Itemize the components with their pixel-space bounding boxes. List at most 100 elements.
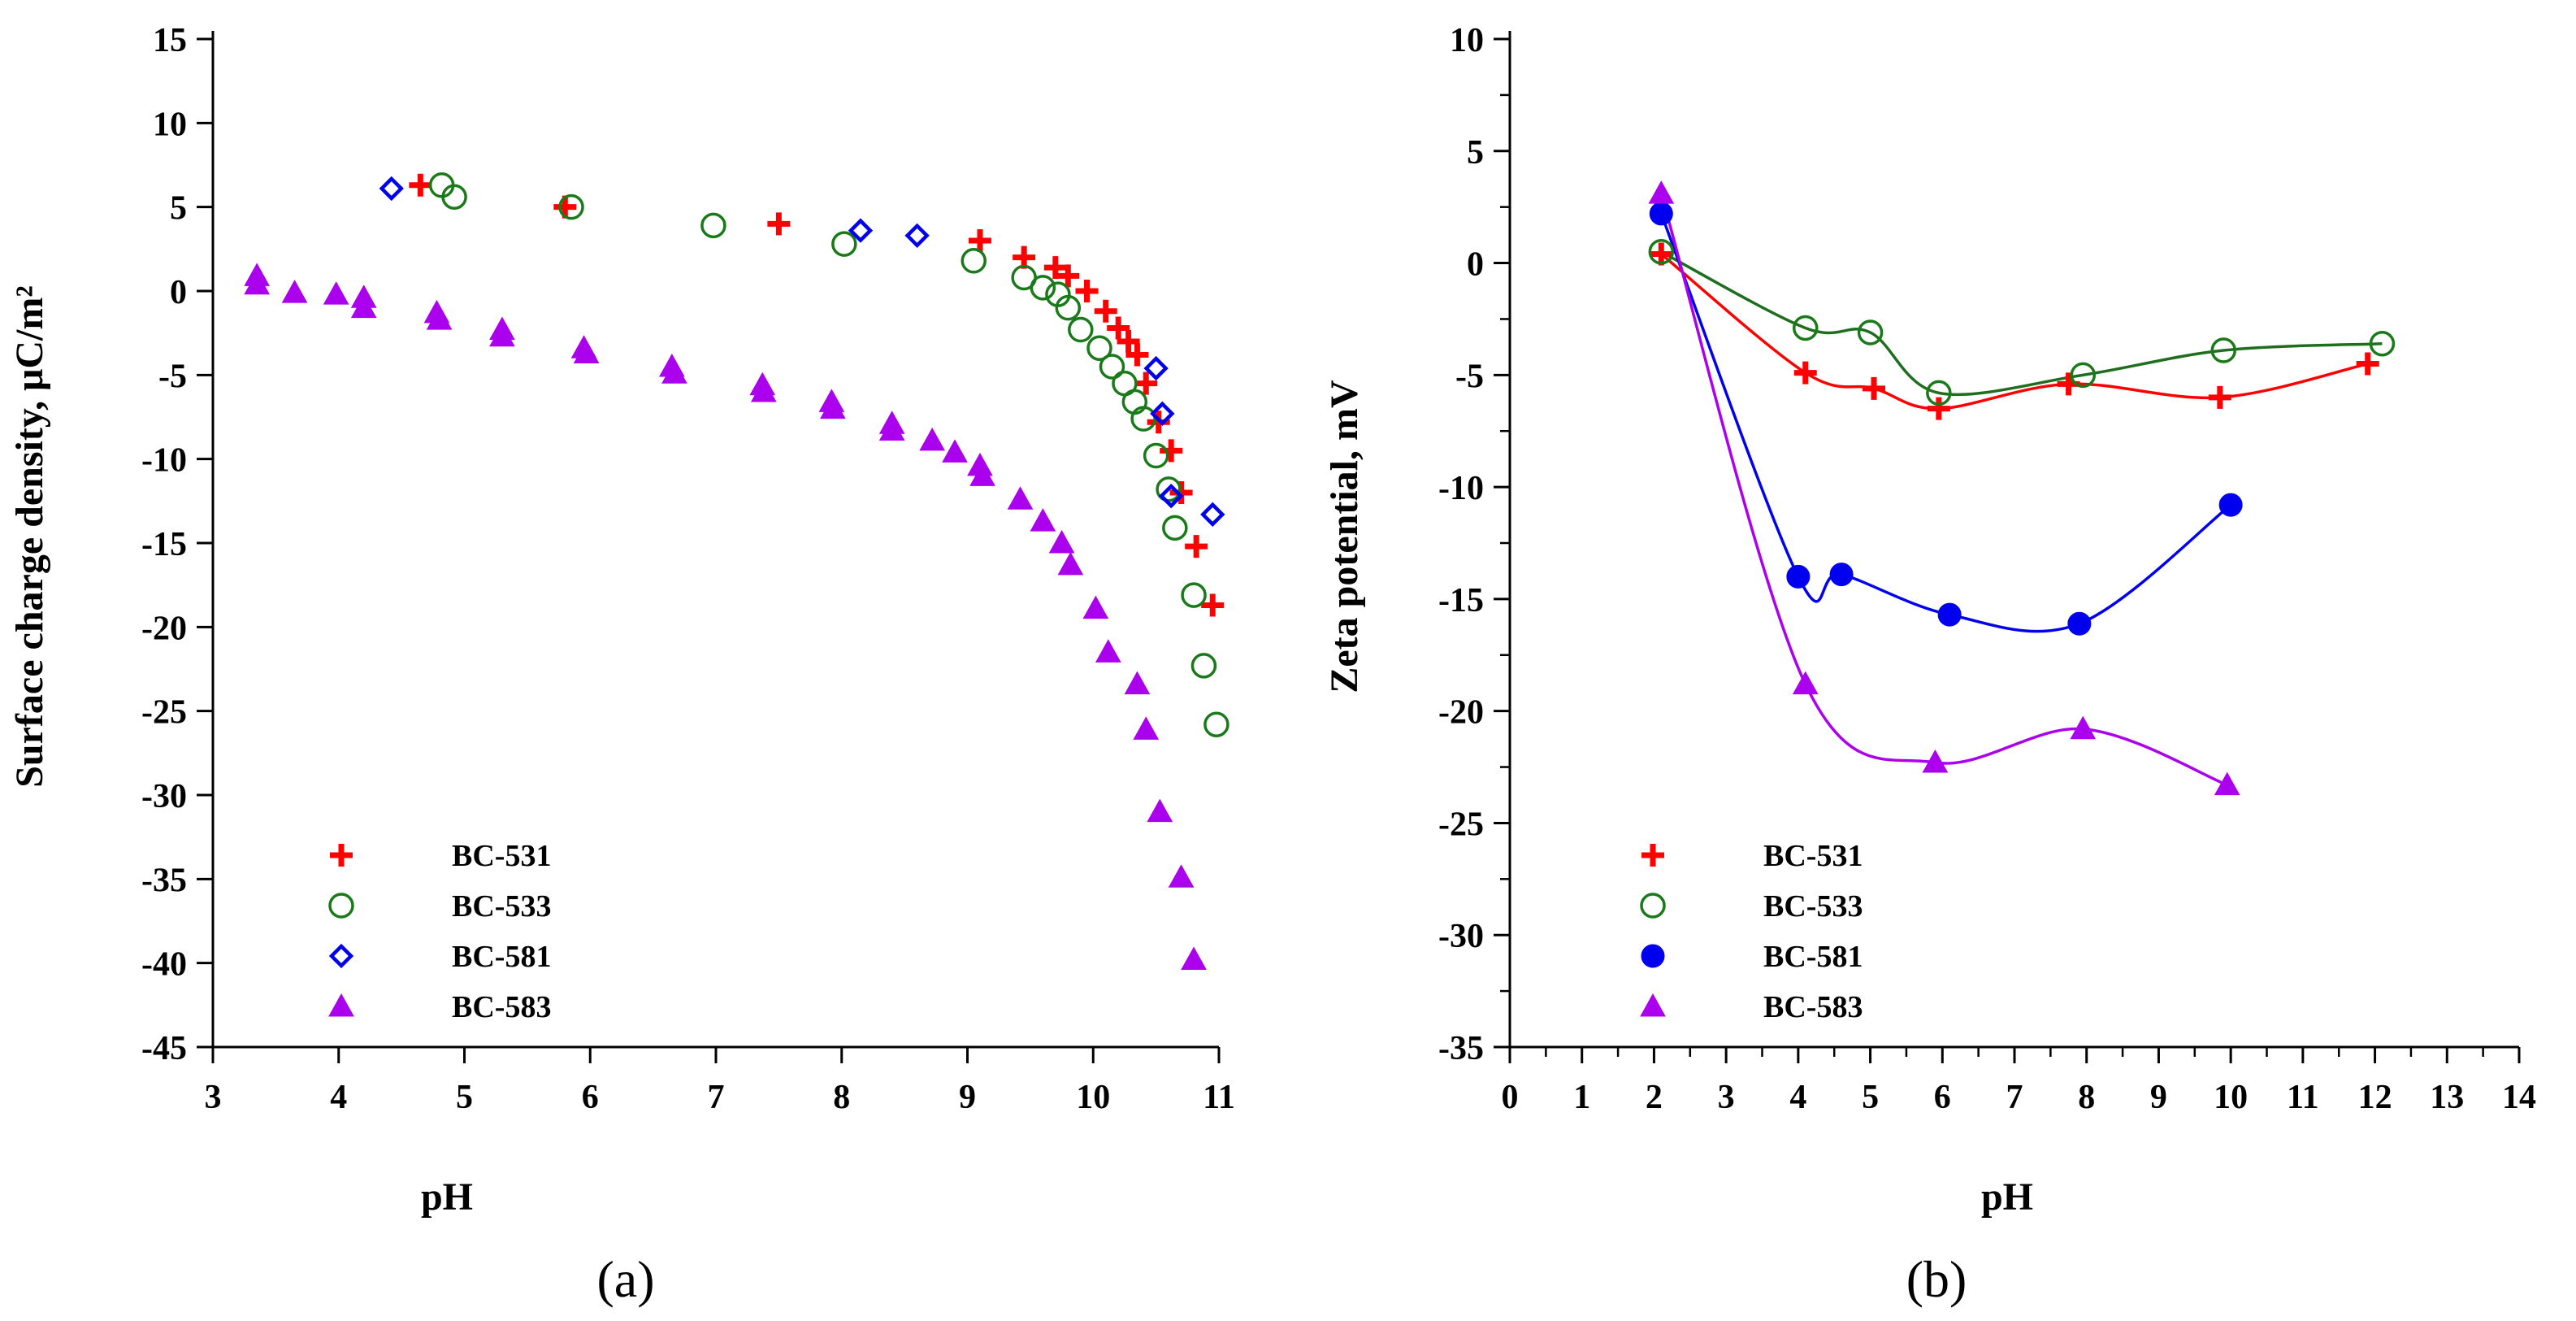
panel-b-point-bc-581 [2218,493,2243,517]
panel-a-legend-label-bc-531: BC-531 [452,839,551,873]
panel-a-point-bc-583 [919,427,946,451]
panel-b-point-bc-533 [1926,380,1952,406]
panel-b-y-tick-label: 5 [1467,134,1484,172]
panel-b-x-tick-label: 1 [1573,1079,1590,1116]
panel-b-x-tick-label: 2 [1646,1079,1663,1116]
panel-b-point-bc-531 [1927,397,1950,420]
panel-a-legend: BC-531 BC-533 BC-581 BC-583 [328,839,551,1024]
panel-b-curve-bc-531 [1660,253,2369,411]
panel-a-point-bc-581 [1143,355,1169,381]
panel-b-y-tick-label: -25 [1438,806,1484,843]
panel-b-point-bc-583 [2070,715,2097,740]
panel-a: 3 4 5 6 7 8 9 10 11 15 10 5 0 -5 -10 -15 -20 -25 -30 -35 -40… [8,22,1235,1308]
panel-a-point-bc-581 [1200,502,1225,528]
panel-b-point-bc-581 [1786,564,1811,589]
panel-a-x-tick-label: 6 [582,1079,599,1116]
panel-a-point-bc-533 [1086,335,1112,362]
panel-a-point-bc-531 [1056,264,1080,288]
panel-a-point-bc-533 [1068,316,1094,343]
panel-a-point-bc-533 [1181,582,1207,608]
panel-a-point-bc-531 [968,229,991,252]
panel-b-x-tick-label: 13 [2430,1079,2464,1116]
panel-a-point-bc-533 [1203,711,1229,737]
panel-a-point-bc-581 [379,176,404,202]
panel-a-point-bc-531 [1043,256,1067,280]
panel-a-x-tick-label: 10 [1076,1079,1110,1116]
panel-a-x-tick-label: 5 [456,1079,473,1116]
panel-a-point-bc-583 [1057,551,1084,576]
panel-b-legend-marker-bc-581 [1641,944,1665,968]
panel-b-y-tick-label: 0 [1467,246,1484,284]
panel-b-curve-bc-581 [1659,213,2232,633]
panel-a-point-bc-531 [1134,372,1158,395]
panel-a-x-tick-label: 9 [959,1079,976,1116]
panel-a-point-bc-583 [969,463,995,486]
panel-a-y-tick-label: 5 [170,190,187,228]
panel-b-x-tick-label: 5 [1862,1079,1879,1116]
panel-b-label: (b) [1906,1250,1967,1308]
panel-b-y-tick-label: -20 [1438,694,1484,732]
panel-b-y-tick-label: 10 [1450,22,1484,59]
panel-b-legend-marker-bc-531 [1641,844,1664,867]
panel-a-point-bc-583 [1048,529,1075,554]
panel-a-x-tick-label: 4 [330,1079,347,1116]
panel-a-point-bc-583 [244,271,271,295]
panel-a-point-bc-531 [1107,316,1130,340]
panel-b-point-bc-533 [2070,362,2097,389]
panel-a-point-bc-533 [1162,515,1188,541]
panel-b-point-bc-531 [2208,385,2231,409]
panel-a-point-bc-583 [750,378,777,402]
panel-a-y-tick-label: -25 [141,694,187,732]
panel-b-x-tick-label: 7 [2006,1079,2023,1116]
panel-b-point-bc-583 [1792,671,1819,695]
panel-a-x-tick-label: 3 [205,1079,222,1116]
panel-b-curve-bc-583 [1659,193,2228,787]
panel-b-point-bc-583 [2214,771,2240,796]
panel-a-point-bc-583 [1168,864,1195,888]
panel-a-point-bc-531 [1169,481,1193,504]
panel-b-y-axis-title: Zeta potential, mV [1323,380,1366,693]
panel-a-y-tick-label: -35 [141,862,187,899]
panel-b-curve-bc-533 [1660,250,2383,397]
panel-a-point-bc-531 [1160,439,1183,463]
panel-b-point-bc-533 [1792,315,1819,341]
panel-b-point-bc-533 [1857,319,1884,345]
panel-a-point-bc-533 [831,231,857,257]
panel-a-point-bc-533 [1055,294,1082,321]
panel-a-point-bc-583 [820,395,846,419]
panel-b-point-bc-531 [1650,242,1673,266]
panel-a-point-bc-531 [553,195,577,219]
panel-b-x-tick-label: 4 [1789,1079,1806,1116]
panel-b-point-bc-531 [1793,361,1817,385]
panel-a-point-bc-583 [942,439,968,463]
panel-a-y-tick-label: 15 [153,22,187,59]
panel-a-y-tick-label: -5 [158,358,187,395]
panel-b-point-bc-583 [1648,180,1675,204]
panel-b-point-bc-531 [2356,352,2379,376]
panel-a-point-bc-531 [1125,343,1149,367]
panel-a-point-bc-583 [1007,486,1034,510]
panel-a-y-tick-label: -40 [141,946,187,984]
panel-b-x-tick-label: 6 [1934,1079,1951,1116]
panel-a-point-bc-583 [878,417,905,441]
panel-b-x-tick-label: 10 [2214,1079,2248,1116]
panel-a-x-tick-label: 11 [1203,1079,1235,1116]
panel-b-point-bc-533 [1648,239,1675,265]
panel-a-y-tick-label: -45 [141,1030,187,1067]
panel-a-y-tick-label: 10 [153,106,187,143]
panel-a-point-bc-531 [1117,330,1140,353]
panel-a-point-bc-583 [661,360,687,384]
panel-a-point-bc-581 [1150,401,1175,427]
panel-a-point-bc-581 [848,218,874,243]
panel-a-y-tick-label: -15 [141,526,187,563]
panel-a-point-bc-581 [904,223,930,248]
panel-b-legend: BC-531 BC-533 BC-581 BC-583 [1640,839,1863,1024]
panel-a-point-bc-583 [323,281,349,305]
panel-b-point-bc-533 [2210,337,2237,363]
panel-a-point-bc-583 [489,323,515,347]
panel-a-point-bc-531 [1201,593,1225,617]
panel-a-point-bc-583 [426,306,453,330]
panel-b-point-bc-581 [1649,202,1673,226]
panel-a-point-bc-531 [409,173,432,197]
